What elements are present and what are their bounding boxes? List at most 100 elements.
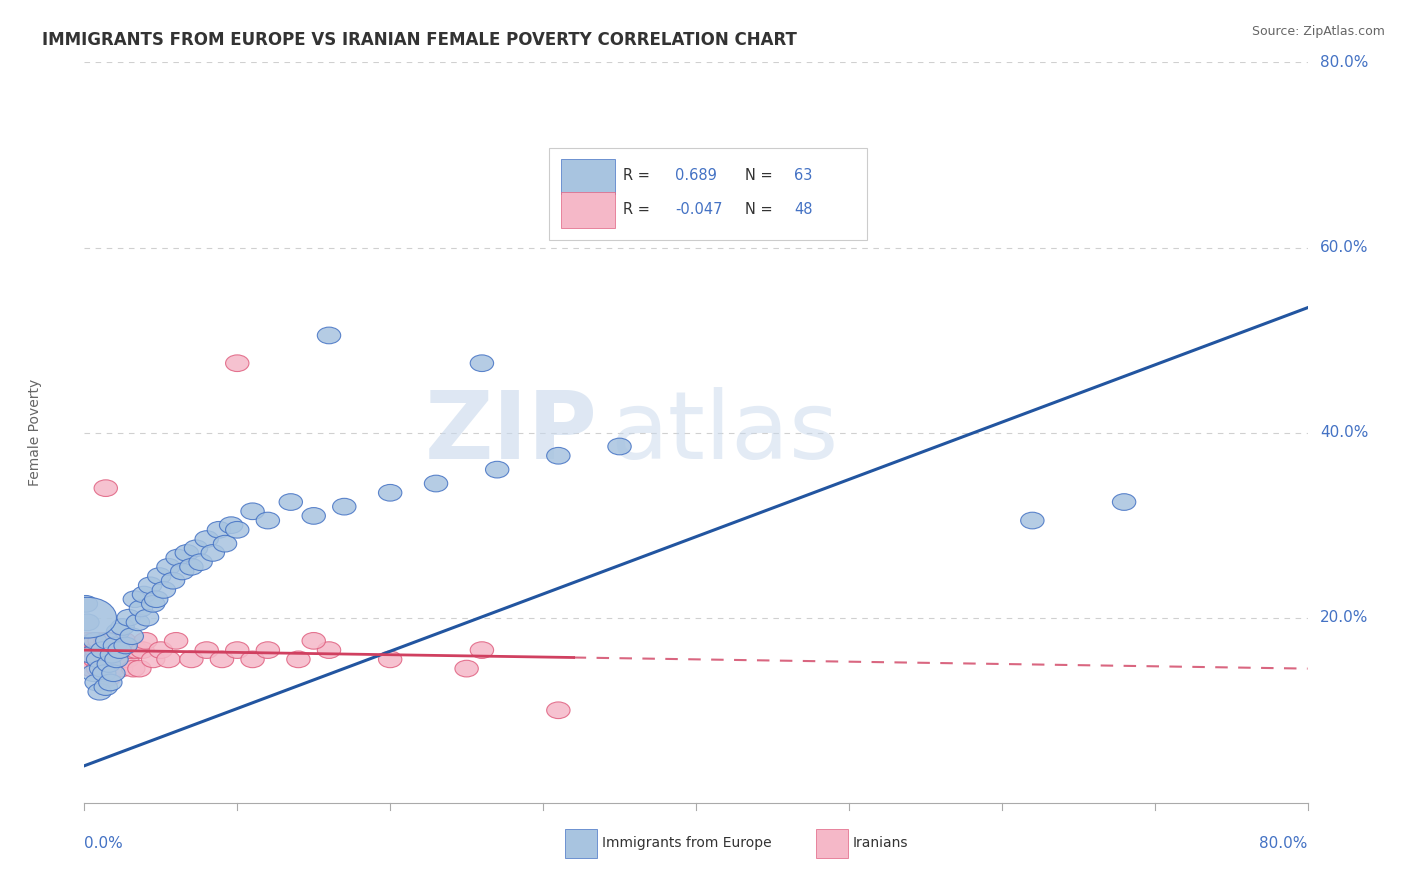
- Ellipse shape: [101, 665, 125, 681]
- Ellipse shape: [83, 651, 107, 668]
- Ellipse shape: [82, 665, 105, 681]
- Ellipse shape: [607, 438, 631, 455]
- Ellipse shape: [107, 624, 129, 640]
- Ellipse shape: [103, 637, 127, 654]
- Ellipse shape: [97, 656, 121, 673]
- Text: N =: N =: [745, 202, 772, 217]
- Ellipse shape: [93, 665, 115, 681]
- Ellipse shape: [100, 660, 124, 677]
- Text: Female Poverty: Female Poverty: [28, 379, 42, 486]
- Ellipse shape: [112, 632, 136, 649]
- Ellipse shape: [456, 660, 478, 677]
- Text: 63: 63: [794, 169, 813, 183]
- Ellipse shape: [1112, 493, 1136, 510]
- Ellipse shape: [333, 499, 356, 515]
- Ellipse shape: [77, 651, 101, 668]
- Ellipse shape: [485, 461, 509, 478]
- Ellipse shape: [129, 600, 153, 616]
- Ellipse shape: [97, 670, 121, 686]
- Ellipse shape: [110, 660, 132, 677]
- FancyBboxPatch shape: [815, 829, 848, 857]
- Ellipse shape: [318, 327, 340, 343]
- Ellipse shape: [98, 674, 122, 690]
- Text: 48: 48: [794, 202, 813, 217]
- Ellipse shape: [142, 596, 165, 612]
- Text: 20.0%: 20.0%: [1320, 610, 1368, 625]
- Ellipse shape: [101, 632, 125, 649]
- Ellipse shape: [278, 493, 302, 510]
- Ellipse shape: [302, 632, 325, 649]
- Ellipse shape: [166, 549, 190, 566]
- Ellipse shape: [80, 660, 104, 677]
- Ellipse shape: [180, 558, 202, 575]
- Ellipse shape: [195, 641, 218, 658]
- Ellipse shape: [207, 522, 231, 538]
- Text: ZIP: ZIP: [425, 386, 598, 479]
- Ellipse shape: [90, 660, 112, 677]
- Ellipse shape: [425, 475, 447, 491]
- Ellipse shape: [318, 641, 340, 658]
- Ellipse shape: [547, 702, 569, 719]
- Ellipse shape: [162, 573, 184, 589]
- Ellipse shape: [142, 651, 165, 668]
- Ellipse shape: [145, 591, 167, 607]
- Ellipse shape: [115, 651, 139, 668]
- Ellipse shape: [132, 586, 156, 603]
- Ellipse shape: [94, 679, 118, 696]
- Ellipse shape: [188, 554, 212, 571]
- Text: R =: R =: [623, 169, 650, 183]
- Ellipse shape: [256, 641, 280, 658]
- Ellipse shape: [547, 448, 569, 464]
- Ellipse shape: [75, 596, 97, 612]
- Ellipse shape: [84, 674, 108, 690]
- Ellipse shape: [195, 531, 218, 548]
- Ellipse shape: [83, 632, 107, 649]
- Ellipse shape: [98, 641, 122, 658]
- Ellipse shape: [378, 484, 402, 501]
- Ellipse shape: [225, 355, 249, 372]
- Ellipse shape: [120, 628, 143, 645]
- Ellipse shape: [86, 651, 110, 668]
- Ellipse shape: [94, 632, 118, 649]
- Ellipse shape: [302, 508, 325, 524]
- Ellipse shape: [76, 632, 98, 649]
- Ellipse shape: [225, 522, 249, 538]
- Ellipse shape: [76, 614, 98, 631]
- Ellipse shape: [82, 632, 105, 649]
- Ellipse shape: [103, 651, 127, 668]
- Text: Source: ZipAtlas.com: Source: ZipAtlas.com: [1251, 25, 1385, 38]
- Ellipse shape: [105, 651, 128, 668]
- Ellipse shape: [84, 641, 108, 658]
- FancyBboxPatch shape: [561, 159, 616, 194]
- Ellipse shape: [90, 651, 112, 668]
- Text: Iranians: Iranians: [852, 836, 908, 850]
- Ellipse shape: [89, 632, 111, 649]
- Ellipse shape: [156, 558, 180, 575]
- Ellipse shape: [127, 614, 149, 631]
- Ellipse shape: [287, 651, 311, 668]
- Ellipse shape: [96, 632, 120, 649]
- Ellipse shape: [135, 609, 159, 626]
- Ellipse shape: [108, 641, 131, 658]
- Ellipse shape: [91, 641, 114, 658]
- Ellipse shape: [165, 632, 188, 649]
- Ellipse shape: [89, 683, 111, 700]
- Ellipse shape: [91, 641, 114, 658]
- Ellipse shape: [134, 632, 157, 649]
- FancyBboxPatch shape: [550, 147, 868, 240]
- Ellipse shape: [176, 545, 198, 561]
- Ellipse shape: [184, 540, 208, 557]
- Ellipse shape: [148, 567, 172, 584]
- Ellipse shape: [152, 582, 176, 599]
- Ellipse shape: [59, 598, 117, 638]
- Ellipse shape: [470, 355, 494, 372]
- Ellipse shape: [240, 651, 264, 668]
- Ellipse shape: [124, 591, 146, 607]
- Text: 60.0%: 60.0%: [1320, 240, 1368, 255]
- Ellipse shape: [86, 660, 110, 677]
- Text: IMMIGRANTS FROM EUROPE VS IRANIAN FEMALE POVERTY CORRELATION CHART: IMMIGRANTS FROM EUROPE VS IRANIAN FEMALE…: [42, 31, 797, 49]
- Ellipse shape: [79, 641, 103, 658]
- Ellipse shape: [128, 660, 150, 677]
- Text: Immigrants from Europe: Immigrants from Europe: [602, 836, 772, 850]
- Ellipse shape: [470, 641, 494, 658]
